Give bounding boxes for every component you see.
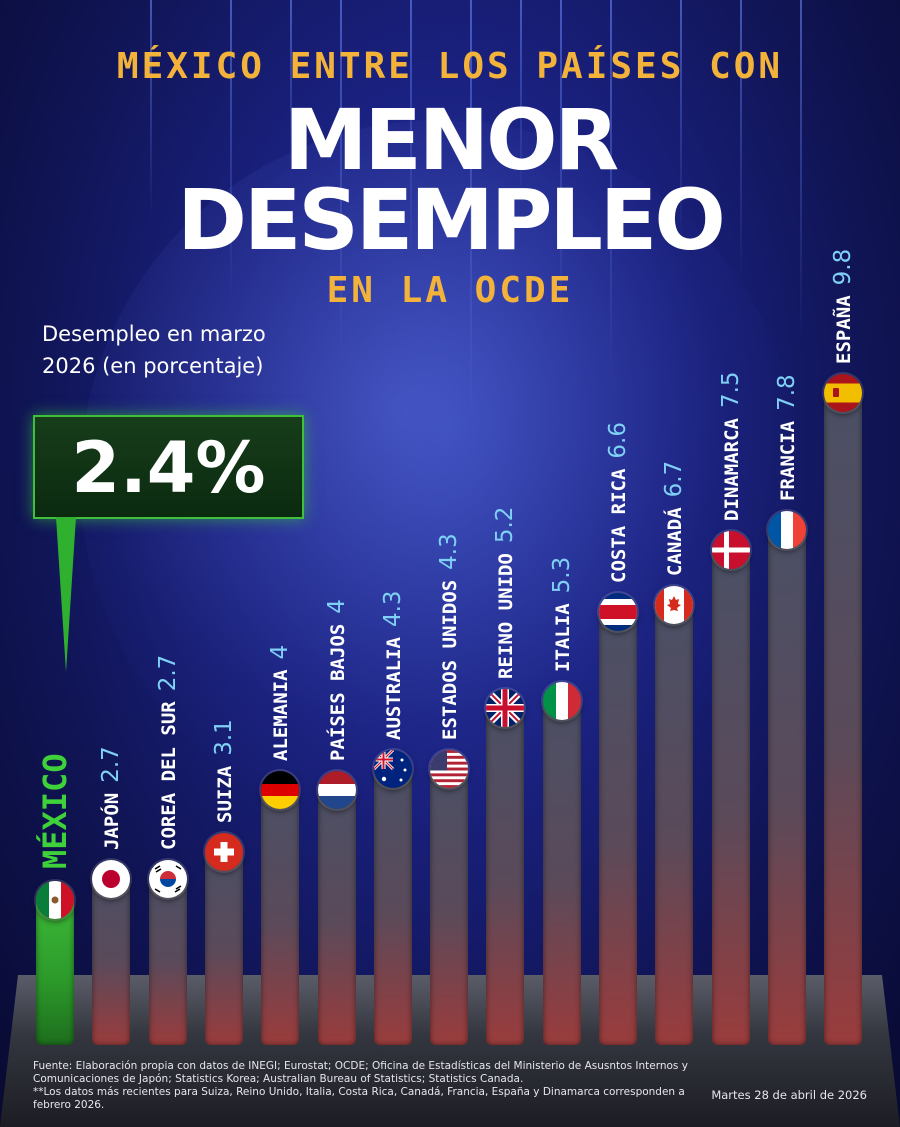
bar-label: CANADÁ 6.7: [661, 461, 690, 576]
data-label: 4.3: [380, 590, 406, 628]
spain-flag-icon: [824, 374, 862, 412]
light-streak: [560, 0, 562, 320]
light-streak: [680, 0, 682, 240]
tick-label: AUSTRALIA: [383, 637, 405, 740]
highlight-value: 2.4%: [71, 427, 266, 509]
bar-label: COSTA RICA 6.6: [605, 422, 634, 583]
data-label: 7.8: [774, 374, 800, 411]
tick-label: ESTADOS UNIDOS: [439, 579, 461, 740]
bar: [318, 771, 356, 1045]
tick-label: ALEMANIA: [270, 669, 292, 761]
denmark-flag-icon: [712, 531, 750, 569]
light-streak: [150, 0, 152, 220]
switzerland-flag-icon: [205, 833, 243, 871]
bar-label: JAPÓN 2.7: [98, 746, 127, 850]
data-label: 3.1: [211, 719, 237, 756]
bar-label: SUIZA 3.1: [211, 719, 240, 823]
tick-label: JAPÓN: [101, 792, 123, 850]
highlight-callout: 2.4%: [33, 415, 304, 519]
tick-label: SUIZA: [214, 765, 236, 823]
tick-label: COSTA RICA: [608, 468, 630, 583]
france-flag-icon: [768, 511, 806, 549]
source-text: Fuente: Elaboración propia con datos de …: [33, 1060, 688, 1085]
japan-flag-icon: [92, 860, 130, 898]
netherlands-flag-icon: [318, 771, 356, 809]
light-streak: [470, 0, 472, 420]
bar: [486, 689, 524, 1045]
data-label: 4: [267, 644, 293, 660]
bar-label: ITALIA 5.3: [549, 557, 578, 672]
title-line-1: MENOR: [283, 91, 619, 189]
tick-label: CANADÁ: [664, 507, 686, 576]
australia-flag-icon: [374, 750, 412, 788]
bar: [261, 771, 299, 1045]
data-label: 5.3: [549, 556, 575, 594]
tick-label: ESPAÑA: [833, 295, 855, 364]
bar-label: DINAMARCA 7.5: [718, 371, 747, 521]
bar: [655, 586, 693, 1045]
mexico-flag-icon: [36, 881, 74, 919]
germany-flag-icon: [261, 771, 299, 809]
bar: [768, 511, 806, 1045]
light-streak: [520, 0, 522, 200]
bar-label: ESPAÑA 9.8: [830, 249, 859, 364]
bar-label: COREA DEL SUR 2.7: [155, 655, 184, 850]
data-label: 2.7: [155, 654, 181, 692]
title-top: MÉXICO ENTRE LOS PAÍSES CON: [116, 46, 784, 87]
data-label: 2.7: [98, 746, 124, 783]
bar: [712, 531, 750, 1045]
callout-pointer: [56, 517, 76, 672]
bar-label: ESTADOS UNIDOS 4.3: [436, 533, 465, 740]
data-label: 6.7: [661, 460, 687, 498]
light-streak: [290, 0, 292, 180]
tick-label: COREA DEL SUR: [158, 701, 180, 850]
tick-label: PAÍSES BAJOS: [327, 623, 349, 761]
tick-label: MÉXICO: [36, 753, 74, 869]
light-streak: [410, 0, 412, 260]
usa-flag-icon: [430, 750, 468, 788]
footer-source: Fuente: Elaboración propia con datos de …: [33, 1060, 693, 1112]
note-text: **Los datos más recientes para Suiza, Re…: [33, 1086, 685, 1111]
title-line-2: DESEMPLEO: [177, 171, 725, 269]
light-streak: [340, 0, 342, 360]
bar-label: AUSTRALIA 4.3: [380, 590, 409, 740]
data-label: 4.3: [436, 533, 462, 570]
light-streak: [610, 0, 612, 380]
bar-label: REINO UNIDO 5.2: [492, 507, 521, 679]
light-streak: [800, 0, 802, 340]
data-label: 6.6: [605, 422, 631, 459]
tick-label: DINAMARCA: [721, 418, 743, 521]
bar: [824, 374, 862, 1045]
uk-flag-icon: [486, 689, 524, 727]
publication-date: Martes 28 de abril de 2026: [711, 1088, 867, 1102]
bar-label: FRANCIA 7.8: [774, 374, 803, 501]
light-streak: [740, 0, 742, 280]
south-korea-flag-icon: [149, 860, 187, 898]
bar: [543, 682, 581, 1045]
tick-label: ITALIA: [552, 603, 574, 672]
italy-flag-icon: [543, 682, 581, 720]
light-streak: [230, 0, 232, 300]
costa-rica-flag-icon: [599, 593, 637, 631]
data-label: 4: [324, 599, 350, 614]
chart-subtitle: Desempleo en marzo 2026 (en porcentaje): [42, 322, 266, 378]
bar: [374, 750, 412, 1045]
bar-label: ALEMANIA 4: [267, 645, 296, 761]
tick-label: REINO UNIDO: [495, 553, 517, 679]
title-sub: EN LA OCDE: [326, 270, 574, 311]
tick-label: FRANCIA: [777, 420, 799, 501]
data-label: 5.2: [492, 506, 518, 544]
data-label: 9.8: [830, 248, 856, 286]
bar-label: MÉXICO: [36, 753, 79, 869]
bar: [599, 593, 637, 1045]
bar: [430, 750, 468, 1045]
bar-label: PAÍSES BAJOS 4: [324, 599, 353, 761]
data-label: 7.5: [718, 371, 744, 409]
canada-flag-icon: [655, 586, 693, 624]
